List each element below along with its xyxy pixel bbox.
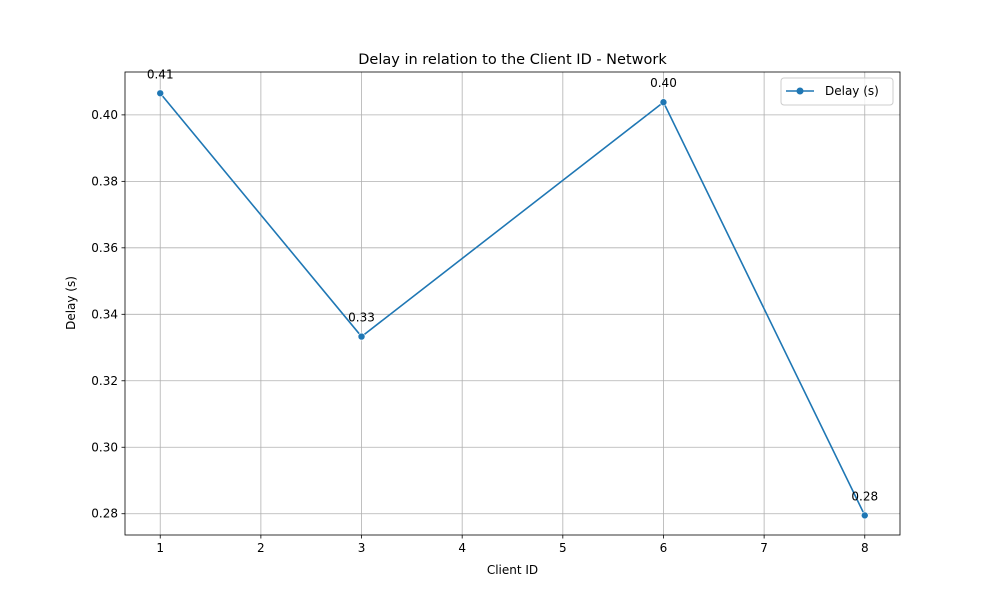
legend-marker bbox=[796, 87, 804, 95]
grid bbox=[125, 72, 900, 535]
x-axis-label: Client ID bbox=[487, 563, 538, 577]
series-line bbox=[159, 92, 866, 516]
x-tick-label: 3 bbox=[358, 541, 366, 555]
data-point bbox=[357, 332, 366, 341]
x-tick-label: 1 bbox=[156, 541, 164, 555]
x-tick-label: 5 bbox=[559, 541, 567, 555]
legend-box bbox=[780, 77, 894, 106]
legend: Delay (s) bbox=[780, 77, 894, 106]
data-point bbox=[156, 89, 165, 98]
x-tick-label: 6 bbox=[660, 541, 668, 555]
x-tick-label: 7 bbox=[760, 541, 768, 555]
series-layer bbox=[156, 89, 869, 520]
plot-frame bbox=[124, 71, 901, 536]
x-tick-label: 8 bbox=[861, 541, 869, 555]
y-tick-label: 0.28 bbox=[91, 507, 118, 521]
data-labels: 0.41 0.33 0.40 0.28 bbox=[147, 67, 878, 503]
data-label: 0.40 bbox=[650, 76, 677, 90]
y-tick-label: 0.30 bbox=[91, 440, 118, 454]
x-tick-label: 2 bbox=[257, 541, 265, 555]
chart-title: Delay in relation to the Client ID - Net… bbox=[358, 52, 667, 68]
y-tick-label: 0.32 bbox=[91, 374, 118, 388]
x-tick-label: 4 bbox=[458, 541, 466, 555]
data-label: 0.28 bbox=[851, 489, 878, 503]
y-tick-label: 0.34 bbox=[91, 307, 118, 321]
axes: 1 2 3 4 5 6 7 8 0.28 0.30 0.32 0.34 0.36 0.38 0.40 bbox=[91, 71, 901, 555]
data-point bbox=[860, 511, 869, 520]
data-label: 0.41 bbox=[147, 67, 174, 81]
y-tick-label: 0.36 bbox=[91, 241, 118, 255]
y-tick-label: 0.38 bbox=[91, 174, 118, 188]
legend-label: Delay (s) bbox=[825, 84, 879, 98]
y-tick-label: 0.40 bbox=[91, 108, 118, 122]
y-axis-label: Delay (s) bbox=[64, 276, 78, 330]
data-point bbox=[659, 98, 668, 107]
data-label: 0.33 bbox=[348, 311, 375, 325]
